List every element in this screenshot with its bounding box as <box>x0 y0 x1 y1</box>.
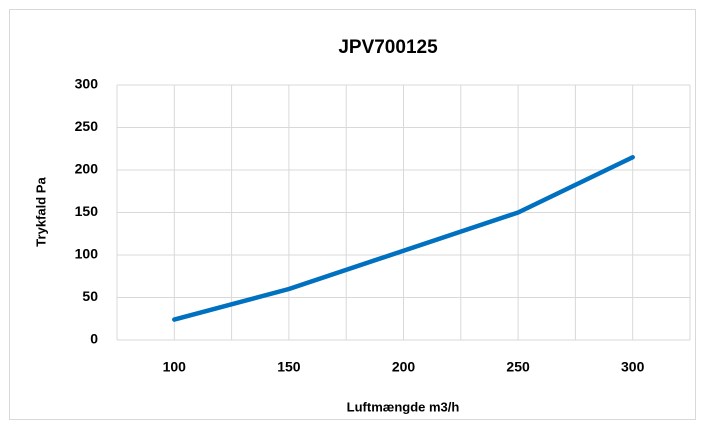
y-axis-label: Trykfald Pa <box>33 177 48 247</box>
y-tick-label: 150 <box>75 203 99 219</box>
y-tick-label: 0 <box>90 331 98 347</box>
y-tick-label: 250 <box>75 118 99 134</box>
x-axis-label: Luftmængde m3/h <box>347 399 460 414</box>
chart-frame <box>9 9 696 420</box>
y-tick-label: 100 <box>75 246 99 262</box>
line <box>172 155 635 322</box>
x-tick-label: 150 <box>277 359 301 375</box>
x-tick-label: 100 <box>163 359 187 375</box>
x-tick-label: 200 <box>392 359 416 375</box>
y-tick-label: 200 <box>75 161 99 177</box>
chart-title: JPV700125 <box>338 37 438 58</box>
x-tick-label: 250 <box>506 359 530 375</box>
y-tick-label: 50 <box>82 288 98 304</box>
x-tick-label: 300 <box>621 359 645 375</box>
y-tick-label: 300 <box>75 76 99 92</box>
